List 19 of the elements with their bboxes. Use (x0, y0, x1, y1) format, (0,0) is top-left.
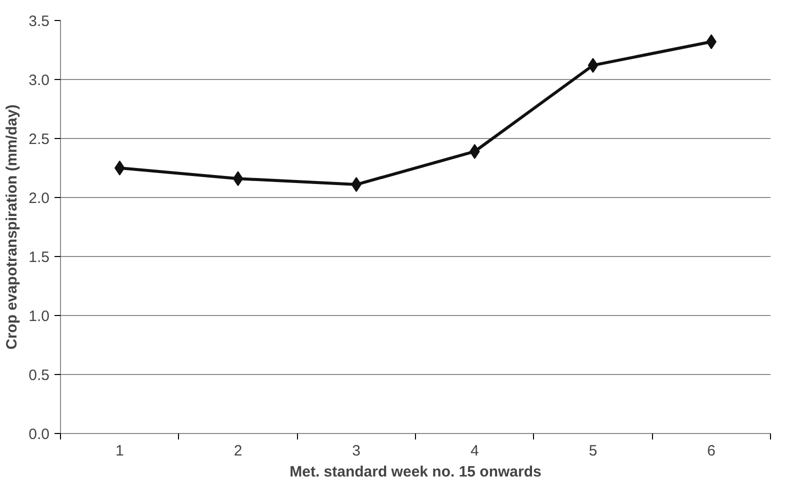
y-tick-label: 1.5 (28, 249, 50, 266)
y-tick-label: 0.0 (28, 426, 50, 443)
y-tick-label: 2.0 (28, 190, 50, 207)
x-tick-label: 5 (588, 442, 598, 460)
y-tick-label: 3.5 (28, 13, 50, 30)
x-tick-label: 4 (470, 442, 479, 460)
y-tick-label: 2.5 (28, 131, 50, 148)
point (114, 160, 125, 176)
x-tick-label: 2 (234, 442, 242, 460)
y-tick-label: 0.5 (28, 367, 50, 384)
point (588, 58, 598, 73)
x-tick-label: 6 (707, 442, 716, 460)
y-axis-title: Crop evapotranspiration (mm/day) (4, 104, 21, 350)
x-axis-title: Met. standard week no. 15 onwards (290, 464, 542, 480)
x-tick-label: 3 (352, 442, 361, 460)
point (232, 171, 244, 186)
x-tick-label: 1 (115, 442, 124, 460)
y-tick-label: 1.0 (28, 308, 50, 325)
y-tick-label: 3.0 (28, 72, 50, 89)
